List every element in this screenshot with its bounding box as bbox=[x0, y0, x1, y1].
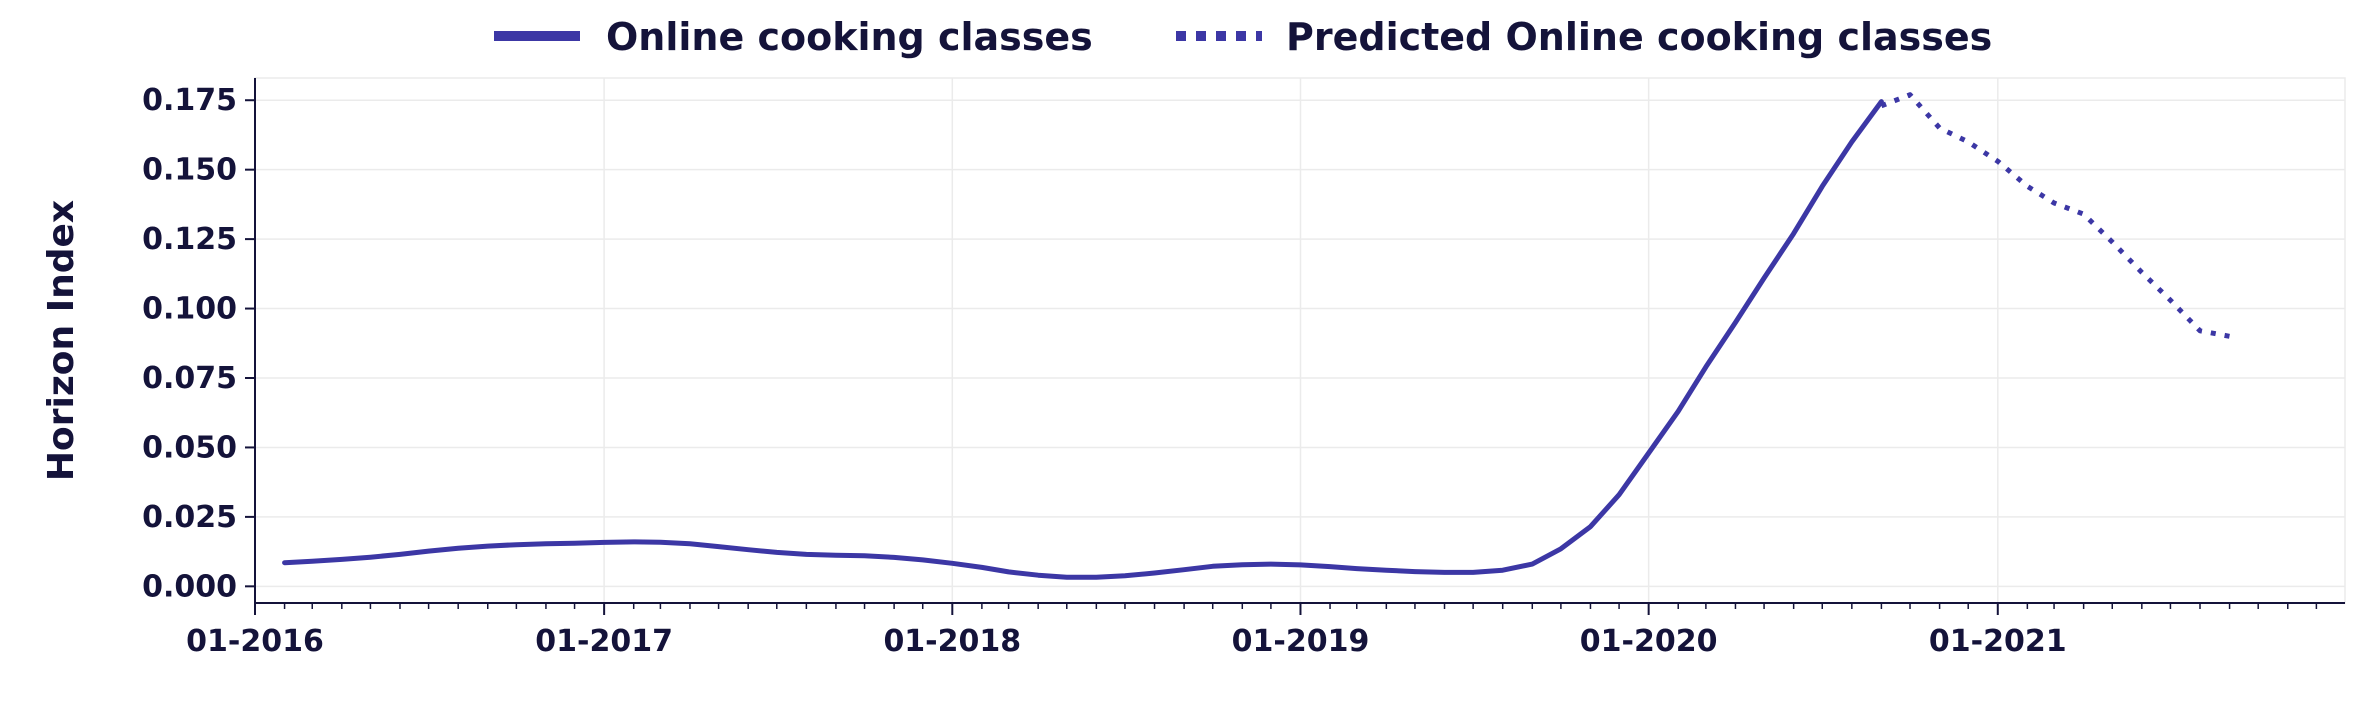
x-tick-label: 01-2016 bbox=[186, 624, 324, 659]
series-online-cooking-classes bbox=[282, 99, 1884, 580]
y-axis-ticks: 0.000 0.025 0.050 0.075 0.100 0.125 0.150 0.175 bbox=[142, 83, 255, 604]
y-tick-label: 0.025 bbox=[142, 500, 237, 535]
y-tick-label: 0.175 bbox=[142, 83, 237, 118]
legend-label-predicted-online-cooking-classes: Predicted Online cooking classes bbox=[1286, 15, 1992, 59]
x-tick-label: 01-2019 bbox=[1232, 624, 1370, 659]
y-tick-label: 0.100 bbox=[142, 292, 237, 327]
legend: Online cooking classes Predicted Online … bbox=[494, 15, 1992, 59]
x-tick-label: 01-2021 bbox=[1929, 624, 2067, 659]
y-tick-label: 0.050 bbox=[142, 430, 237, 465]
x-tick-label: 01-2018 bbox=[883, 624, 1021, 659]
y-tick-label: 0.000 bbox=[142, 569, 237, 604]
y-tick-label: 0.125 bbox=[142, 222, 237, 257]
y-axis-title: Horizon Index bbox=[41, 200, 82, 481]
x-tick-label: 01-2020 bbox=[1580, 624, 1718, 659]
x-axis-ticks: 01-2016 01-2017 01-2018 01-2019 01-2020 01-20… bbox=[186, 603, 2067, 659]
legend-label-online-cooking-classes: Online cooking classes bbox=[606, 15, 1093, 59]
plot-area: 0.000 0.025 0.050 0.075 0.100 0.125 0.150 0.175… bbox=[142, 77, 2346, 659]
x-tick-label: 01-2017 bbox=[535, 624, 673, 659]
y-tick-label: 0.150 bbox=[142, 153, 237, 188]
series-predicted-online-cooking-classes bbox=[1880, 92, 2231, 339]
y-tick-label: 0.075 bbox=[142, 361, 237, 396]
series-layer bbox=[282, 92, 2231, 580]
x-minor-ticks bbox=[283, 603, 2318, 609]
